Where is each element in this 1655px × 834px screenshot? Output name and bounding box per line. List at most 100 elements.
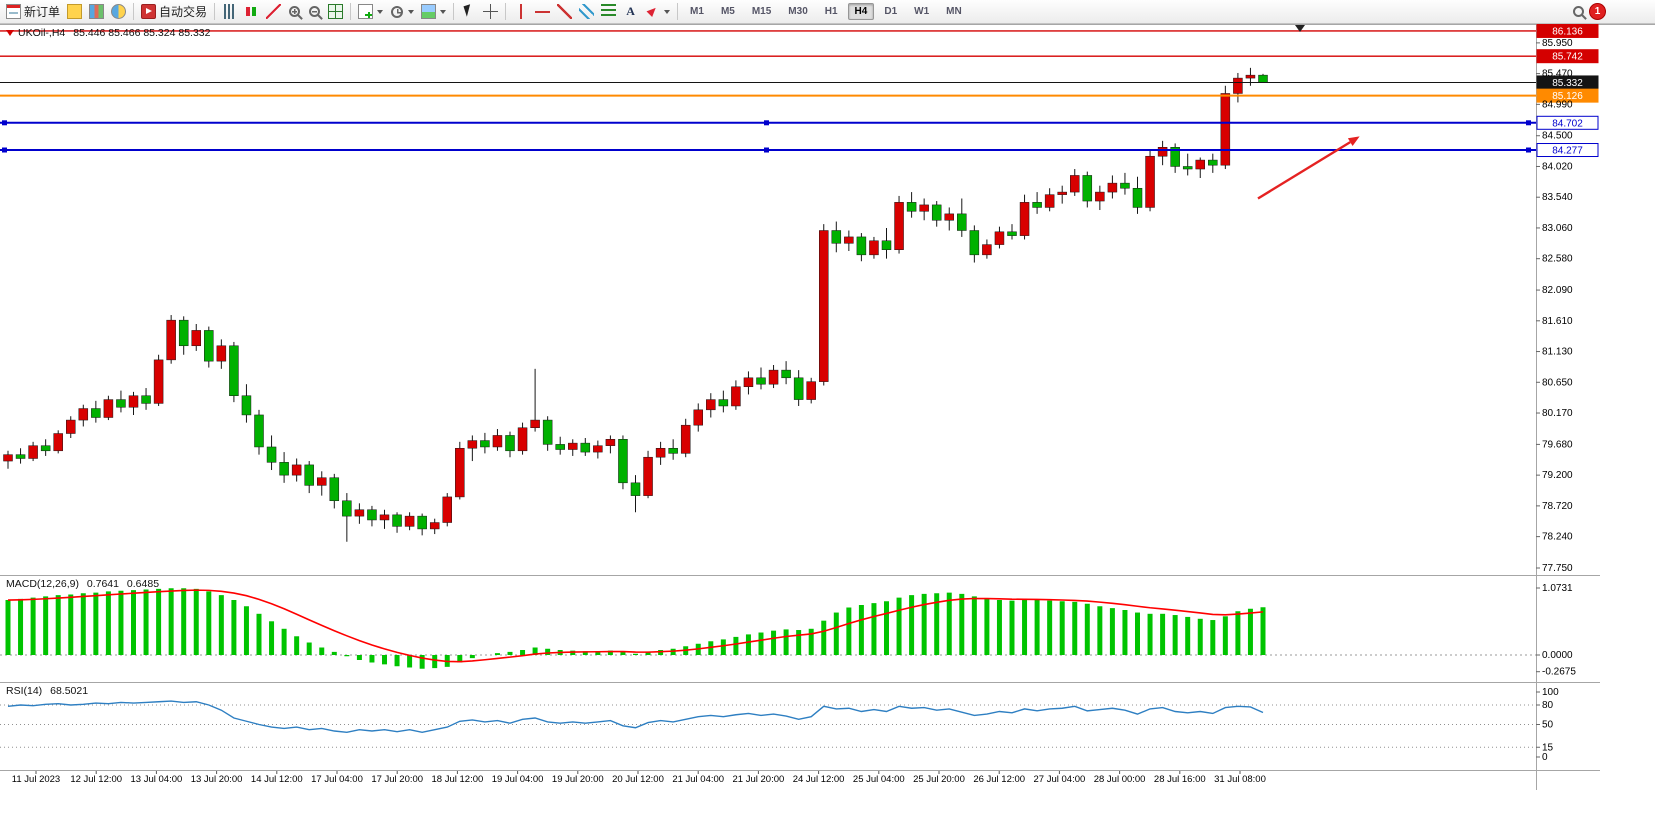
time-axis-label: 17 Jul 04:00 xyxy=(311,774,363,785)
price-tick-label: 84.990 xyxy=(1542,99,1573,110)
time-axis-label: 20 Jul 12:00 xyxy=(612,774,664,785)
candle xyxy=(856,233,867,262)
candle xyxy=(103,395,114,421)
trendline-button[interactable] xyxy=(554,3,575,20)
rsi-axis-label: 50 xyxy=(1542,720,1554,731)
horizontal-line-button[interactable] xyxy=(532,3,553,20)
time-axis-label: 18 Jul 12:00 xyxy=(432,774,484,785)
candle xyxy=(969,225,980,263)
autotrade-label: 自动交易 xyxy=(159,5,208,19)
candle xyxy=(1032,192,1042,214)
timeframe-button-d1[interactable]: D1 xyxy=(884,6,898,17)
timeframe-button-h4[interactable]: H4 xyxy=(847,3,875,20)
equidistant-channel-button[interactable] xyxy=(576,3,597,20)
tile-windows-button[interactable] xyxy=(325,3,346,20)
timeframe-button-m1[interactable]: M1 xyxy=(690,6,704,17)
line-handle[interactable] xyxy=(1526,120,1531,126)
candle xyxy=(819,224,829,386)
candle xyxy=(128,391,139,415)
support-line-84702[interactable]: 84.702 xyxy=(0,115,1599,130)
text-button[interactable]: A xyxy=(620,3,641,20)
timeframe-button-m5[interactable]: M5 xyxy=(720,6,735,17)
text-icon: A xyxy=(626,4,635,18)
tile-windows-icon xyxy=(328,4,344,19)
time-axis-label: 19 Jul 20:00 xyxy=(552,774,604,785)
candle xyxy=(204,326,214,368)
candle xyxy=(166,315,176,364)
candle xyxy=(1258,73,1268,83)
timeframe-button-m30[interactable]: M30 xyxy=(788,6,808,17)
chart-symbol-label: UKOil-,H4 85.446 85.466 85.324 85.332 xyxy=(6,27,210,39)
candle xyxy=(1195,157,1205,178)
candle xyxy=(28,441,38,462)
toolbar-separator xyxy=(453,3,455,20)
search-button[interactable] xyxy=(1569,4,1588,19)
resistance-line-85742[interactable]: 85.742 xyxy=(0,49,1599,64)
time-axis-label: 21 Jul 20:00 xyxy=(733,774,785,785)
candle xyxy=(153,354,164,406)
candle xyxy=(1208,153,1218,173)
vertical-line-button[interactable] xyxy=(510,3,531,20)
line-handle[interactable] xyxy=(764,120,769,126)
candlestick-chart-button[interactable] xyxy=(241,3,262,20)
candle xyxy=(342,493,352,542)
new-order-button[interactable]: 新订单 xyxy=(3,2,63,21)
candle xyxy=(1095,185,1105,211)
notification-badge[interactable]: 1 xyxy=(1589,3,1606,20)
candle xyxy=(266,435,277,471)
price-tick-label: 84.500 xyxy=(1542,131,1573,142)
market-watch-button[interactable] xyxy=(86,3,107,20)
candle xyxy=(768,364,779,389)
candle xyxy=(241,384,252,423)
trend-arrow[interactable] xyxy=(1257,136,1360,200)
support-line-84277[interactable]: 84.277 xyxy=(0,143,1599,158)
timeframe-button-w1[interactable]: W1 xyxy=(914,6,930,17)
periods-button[interactable] xyxy=(387,4,417,20)
chart-profile-button[interactable] xyxy=(64,3,85,20)
zoom-in-button[interactable] xyxy=(285,4,304,19)
candle xyxy=(40,439,51,456)
line-handle[interactable] xyxy=(2,120,7,126)
fibonacci-button[interactable] xyxy=(598,3,619,20)
macd-axis-label: -0.2675 xyxy=(1542,667,1576,678)
candle xyxy=(718,390,729,413)
new-chart-button[interactable] xyxy=(355,3,386,20)
price-tag xyxy=(1536,23,1599,38)
arrows-button[interactable] xyxy=(642,3,673,20)
bar-chart-button[interactable] xyxy=(219,3,240,20)
current-price-line[interactable]: 85.332 xyxy=(0,75,1599,90)
line-chart-button[interactable] xyxy=(263,3,284,20)
price-tick-label: 83.060 xyxy=(1542,223,1573,234)
candle xyxy=(881,227,892,259)
autotrade-button[interactable]: 自动交易 xyxy=(138,2,210,21)
price-tag xyxy=(1536,115,1599,130)
caret-down-icon xyxy=(408,9,415,14)
time-axis-label: 27 Jul 04:00 xyxy=(1034,774,1086,785)
timeframe-button-m15[interactable]: M15 xyxy=(751,6,772,17)
resistance-line-86136[interactable]: 86.136 xyxy=(0,23,1599,38)
navigator-button[interactable] xyxy=(108,3,129,20)
zoom-out-button[interactable] xyxy=(305,4,324,19)
crosshair-button[interactable] xyxy=(480,3,501,20)
candle xyxy=(480,432,490,454)
orange-level-line[interactable]: 85.126 xyxy=(0,88,1599,103)
macd-signal-line xyxy=(7,589,1264,663)
templates-button[interactable] xyxy=(418,3,449,20)
time-axis-label: 14 Jul 12:00 xyxy=(251,774,303,785)
candle xyxy=(392,512,402,533)
timeframe-button-mn[interactable]: MN xyxy=(946,6,962,17)
candle xyxy=(379,509,390,529)
toolbar-separator xyxy=(677,3,679,20)
candle xyxy=(442,493,452,527)
cursor-button[interactable] xyxy=(458,3,479,20)
time-axis-label: 17 Jul 20:00 xyxy=(371,774,423,785)
line-handle[interactable] xyxy=(764,147,769,153)
candle xyxy=(66,416,76,438)
line-handle[interactable] xyxy=(2,147,7,153)
line-handle[interactable] xyxy=(1526,147,1531,153)
price-tag-label: 85.332 xyxy=(1552,78,1583,89)
timeframe-button-h1[interactable]: H1 xyxy=(824,6,838,17)
chart-shift-marker-icon[interactable] xyxy=(1295,25,1305,32)
